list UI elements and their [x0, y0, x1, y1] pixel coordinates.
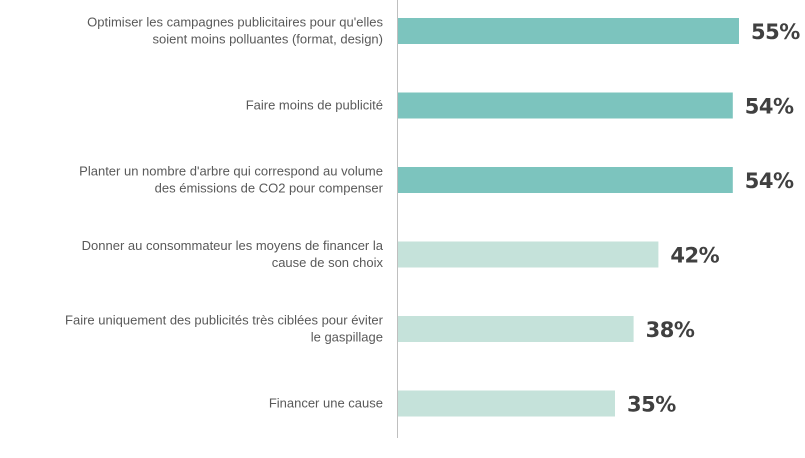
value-label-0: 55% — [751, 20, 800, 44]
category-label-2-line-1: des émissions de CO2 pour compenser — [155, 181, 384, 196]
category-label-1-line-0: Faire moins de publicité — [246, 98, 383, 113]
bar-1 — [398, 92, 733, 119]
bar-3 — [398, 241, 659, 268]
category-label-4-line-0: Faire uniquement des publicités très cib… — [65, 313, 384, 328]
category-label-0-line-1: soient moins polluantes (format, design) — [152, 32, 383, 47]
bar-5 — [398, 390, 615, 417]
category-label-4-line-1: le gaspillage — [311, 330, 383, 345]
value-label-2: 54% — [745, 169, 794, 193]
value-label-3: 42% — [670, 244, 719, 268]
category-label-3-line-0: Donner au consommateur les moyens de fin… — [82, 238, 384, 253]
value-label-1: 54% — [745, 95, 794, 119]
value-label-5: 35% — [627, 393, 676, 417]
bars-group: 55% Optimiser les campagnes publicitaires… — [65, 15, 801, 417]
category-label-3-line-1: cause de son choix — [272, 255, 384, 270]
bar-0 — [398, 18, 739, 44]
bar-2 — [398, 167, 733, 193]
bar-4 — [398, 316, 634, 342]
category-label-2-line-0: Planter un nombre d'arbre qui correspond… — [79, 164, 383, 179]
category-label-0-line-0: Optimiser les campagnes publicitaires po… — [87, 15, 383, 30]
category-label-5-line-0: Financer une cause — [269, 396, 383, 411]
value-label-4: 38% — [646, 318, 695, 342]
